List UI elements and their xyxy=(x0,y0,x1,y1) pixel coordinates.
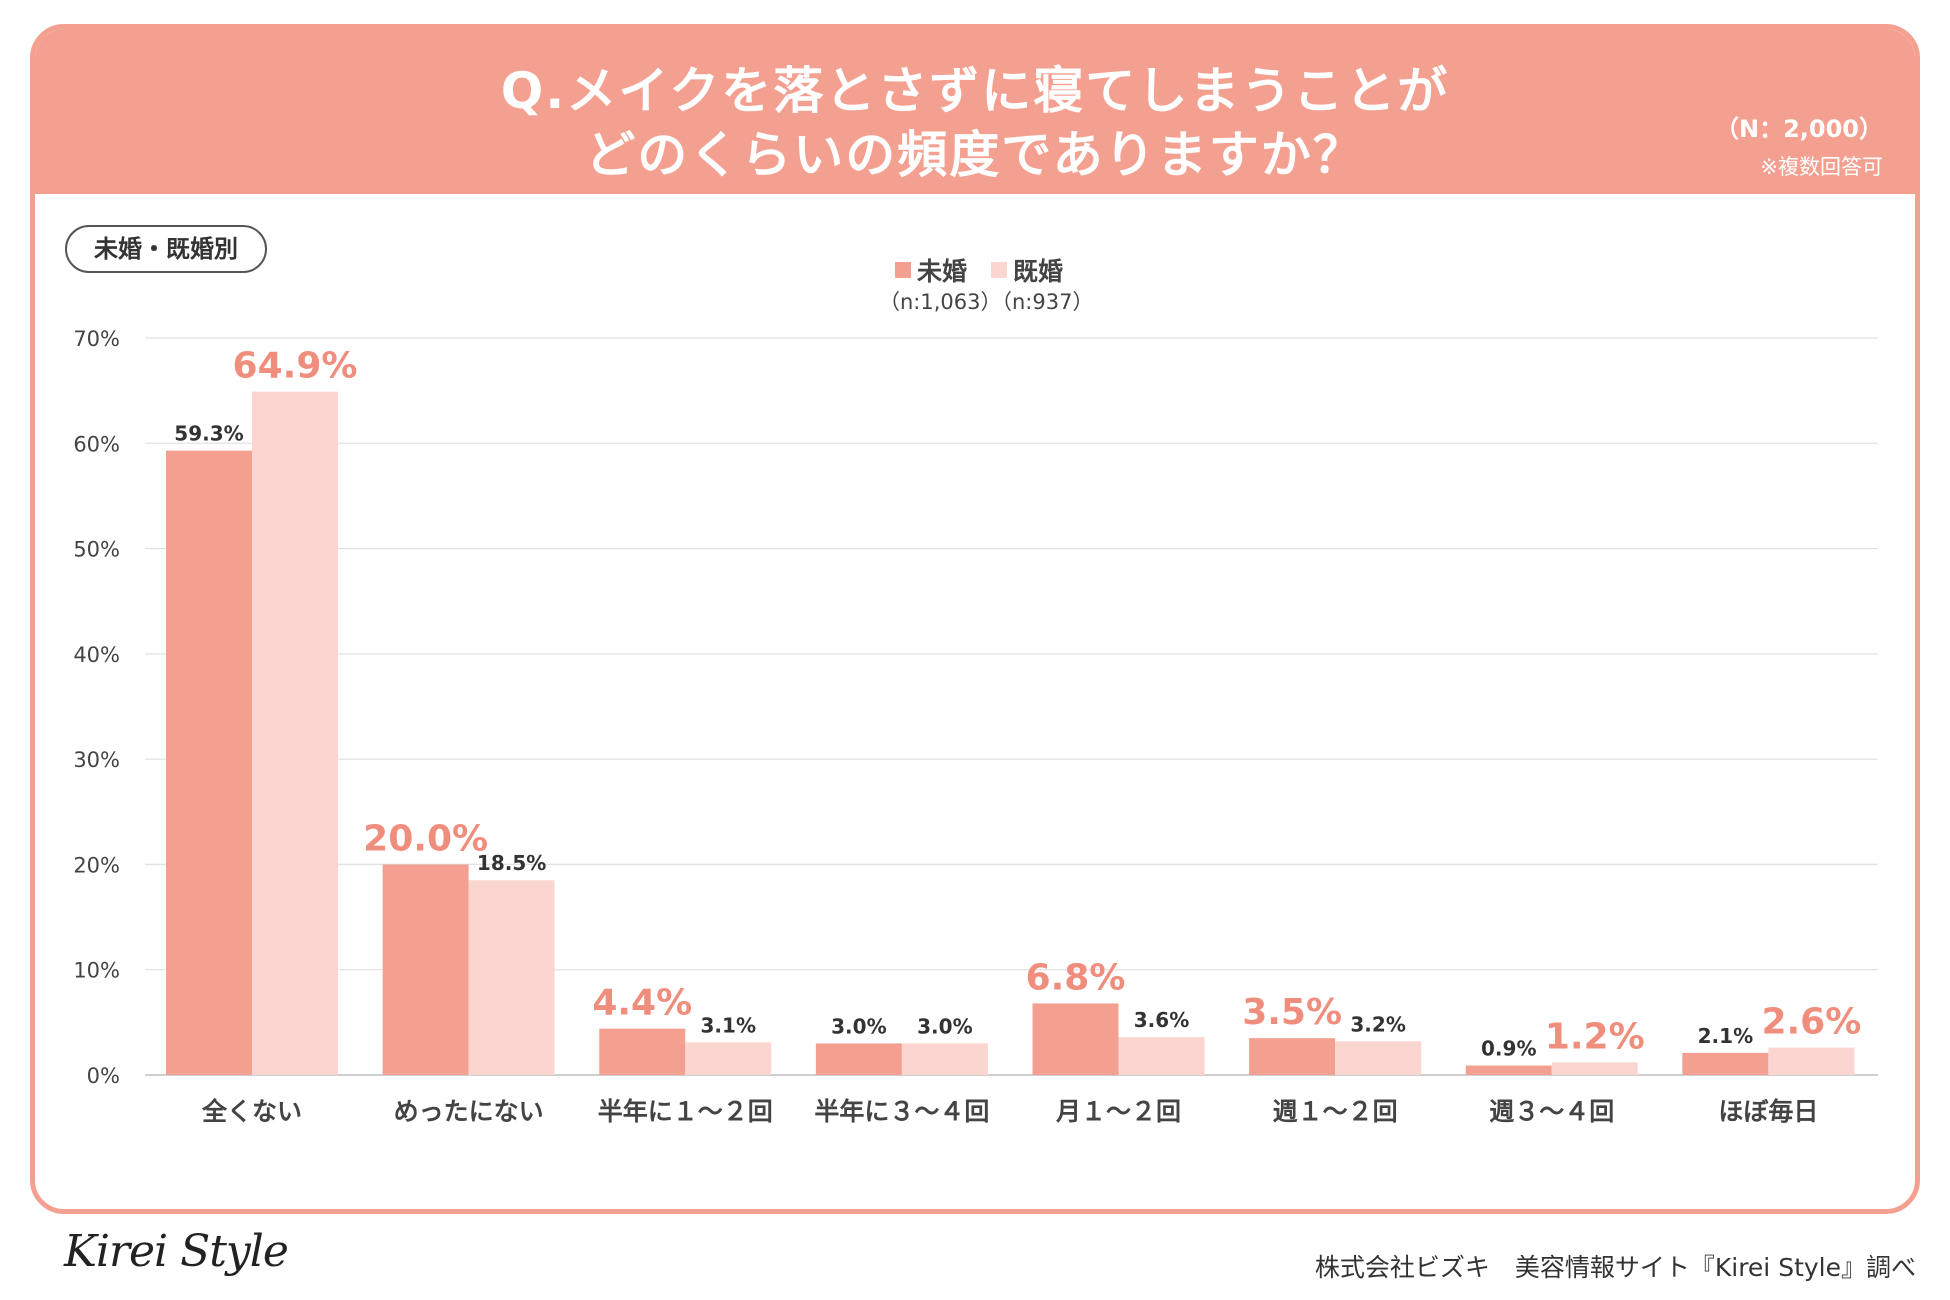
data-label: 4.4% xyxy=(592,983,692,1024)
data-label: 3.5% xyxy=(1242,992,1342,1033)
kirei-style-logo: Kirei Style xyxy=(64,1226,289,1277)
bar xyxy=(901,1043,988,1075)
bar xyxy=(1335,1041,1422,1075)
y-tick-label: 50% xyxy=(73,538,120,562)
data-label: 3.1% xyxy=(701,1013,756,1037)
legend-item-unmarried: 未婚 xyxy=(895,252,967,288)
data-label: 3.6% xyxy=(1134,1008,1189,1032)
x-category-label: 半年に１〜２回 xyxy=(598,1097,773,1126)
y-tick-label: 20% xyxy=(73,853,120,877)
data-label: 18.5% xyxy=(477,851,546,875)
y-tick-label: 40% xyxy=(73,643,120,667)
x-category-label: 半年に３〜４回 xyxy=(814,1097,989,1126)
y-tick-label: 30% xyxy=(73,748,120,772)
x-category-label: 月１〜２回 xyxy=(1055,1097,1181,1126)
bar xyxy=(1682,1052,1769,1075)
bar xyxy=(1118,1037,1205,1075)
legend-swatch-married xyxy=(991,262,1007,278)
data-label: 0.9% xyxy=(1481,1037,1536,1061)
data-label: 59.3% xyxy=(174,422,243,446)
bar xyxy=(599,1028,686,1075)
chart-card: Q.メイクを落とさずに寝てしまうことが どのくらいの頻度でありますか？ （N：2… xyxy=(30,24,1920,1214)
bar xyxy=(252,391,338,1076)
x-category-label: 週１〜２回 xyxy=(1273,1097,1398,1126)
data-label: 2.1% xyxy=(1698,1024,1753,1048)
legend-label-unmarried: 未婚 xyxy=(917,257,968,286)
data-label: 2.6% xyxy=(1761,1002,1861,1043)
legend-n-unmarried: （n:1,063） xyxy=(879,290,1002,314)
legend-n-married: （n:937） xyxy=(991,290,1094,314)
y-tick-label: 10% xyxy=(73,959,120,983)
bar xyxy=(382,864,469,1075)
legend-swatch-unmarried xyxy=(895,262,911,278)
data-label: 1.2% xyxy=(1545,1016,1645,1057)
question-header: Q.メイクを落とさずに寝てしまうことが どのくらいの頻度でありますか？ （N：2… xyxy=(35,29,1915,194)
x-category-label: ほぼ毎日 xyxy=(1718,1097,1818,1126)
bar xyxy=(468,880,555,1075)
y-tick-label: 70% xyxy=(73,327,120,351)
legend-item-married: 既婚 xyxy=(991,252,1063,288)
sample-size-label: （N：2,000） xyxy=(1715,115,1883,143)
question-title-line1: Q.メイクを落とさずに寝てしまうことが xyxy=(500,62,1450,120)
y-tick-label: 60% xyxy=(73,432,120,456)
data-label: 6.8% xyxy=(1026,957,1126,998)
x-category-label: 全くない xyxy=(201,1097,302,1126)
x-category-label: めったにない xyxy=(394,1097,544,1126)
x-category-label: 週３〜４回 xyxy=(1489,1097,1614,1126)
bar xyxy=(685,1042,772,1075)
question-title-line2: どのくらいの頻度でありますか？ xyxy=(585,126,1365,184)
bar xyxy=(1551,1062,1638,1075)
bar xyxy=(166,450,252,1075)
data-label: 3.2% xyxy=(1350,1012,1405,1036)
legend-label-married: 既婚 xyxy=(1013,257,1064,286)
data-label: 20.0% xyxy=(363,818,488,859)
bar xyxy=(1249,1038,1336,1075)
multiple-answer-note: ※複数回答可 xyxy=(1760,155,1883,179)
bar xyxy=(1768,1047,1855,1075)
y-tick-label: 0% xyxy=(87,1064,120,1088)
data-label: 3.0% xyxy=(831,1014,886,1038)
data-label: 64.9% xyxy=(233,346,358,387)
bar xyxy=(1032,1003,1119,1075)
segment-label: 未婚・既婚別 xyxy=(65,225,267,273)
survey-credit: 株式会社ビズキ 美容情報サイト『Kirei Style』調べ xyxy=(1314,1253,1916,1282)
bar xyxy=(1465,1065,1552,1075)
data-label: 3.0% xyxy=(917,1014,972,1038)
bar xyxy=(815,1043,902,1075)
